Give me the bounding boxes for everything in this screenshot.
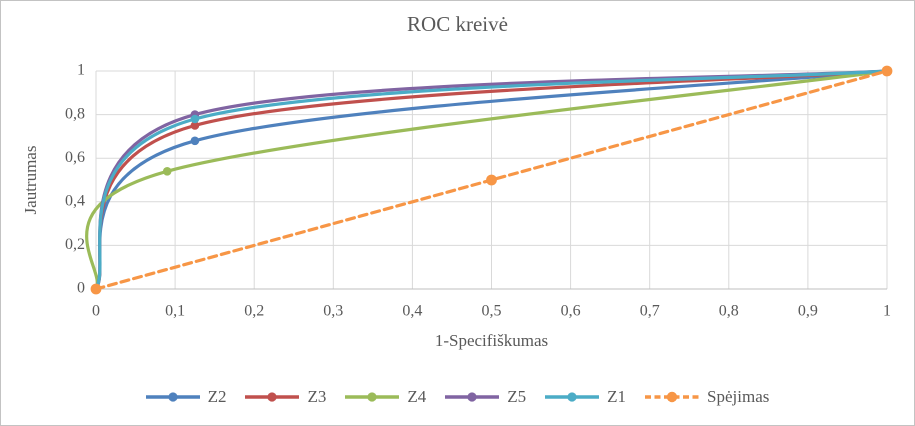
series-Z4-marker	[162, 167, 172, 176]
legend-item-Z5: Z5	[445, 387, 526, 407]
y-tick-label: 0,6	[65, 149, 85, 166]
series-Spėjimas-marker	[486, 174, 497, 186]
legend-item-Z3: Z3	[245, 387, 326, 407]
x-tick-label: 0,2	[244, 303, 264, 320]
y-tick-label: 0	[77, 280, 85, 297]
series-Z1-line	[94, 69, 889, 291]
x-tick-label: 0,9	[798, 303, 818, 320]
legend-item-Spėjimas: Spėjimas	[645, 387, 769, 407]
legend-key-Z2	[145, 392, 200, 402]
x-axis-title: 1-Specifiškumas	[434, 331, 549, 350]
x-tick-label: 1	[883, 303, 891, 320]
series-Z3-marker	[190, 121, 200, 130]
legend-key-Spėjimas	[645, 391, 700, 403]
y-tick-label: 0,4	[65, 192, 85, 209]
legend-label-Z4: Z4	[407, 387, 427, 406]
y-tick-label: 1	[77, 62, 85, 79]
legend-key-Z3	[245, 392, 300, 402]
x-tick-label: 0,4	[402, 303, 422, 320]
series-Z2-marker	[190, 136, 200, 146]
chart-title: ROC kreivė	[407, 12, 508, 36]
legend-item-Z2: Z2	[145, 387, 227, 407]
series-Spėjimas-marker	[90, 283, 102, 295]
legend-key-Z4	[345, 392, 400, 402]
x-tick-label: 0,5	[482, 303, 502, 320]
x-tick-label: 0,3	[323, 303, 343, 320]
legend-key-Z1	[545, 392, 600, 402]
legend-label-Z1: Z1	[607, 387, 627, 406]
legend-key-Z5	[445, 392, 500, 402]
legend-item-Z1: Z1	[545, 387, 626, 407]
x-tick-label: 0	[92, 303, 100, 320]
legend-label-Z5: Z5	[507, 387, 527, 406]
legend: Z2 Z3 Z4 Z5 Z1 Spėjimas	[1, 387, 914, 407]
legend-label-Spėjimas: Spėjimas	[707, 387, 770, 406]
series-Z4-line	[85, 69, 889, 291]
y-tick-label: 0,2	[65, 236, 85, 253]
series-Spėjimas-marker	[881, 65, 893, 77]
legend-label-Z3: Z3	[307, 387, 327, 406]
legend-item-Z4: Z4	[345, 387, 426, 407]
legend-label-Z2: Z2	[207, 387, 227, 406]
x-tick-label: 0,1	[165, 303, 185, 320]
series-Z1-marker	[190, 114, 200, 124]
x-tick-label: 0,6	[561, 303, 581, 320]
y-tick-label: 0,8	[65, 105, 85, 122]
x-tick-label: 0,7	[640, 303, 660, 320]
x-tick-label: 0,8	[719, 303, 739, 320]
